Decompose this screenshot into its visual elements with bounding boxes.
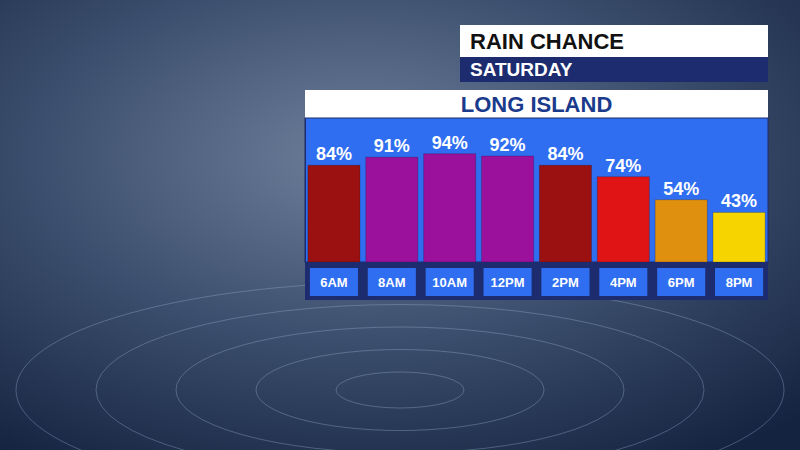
data-label: 84% — [316, 144, 352, 164]
radar-decoration — [16, 282, 784, 450]
data-labels: 84% 91% 94% 92% 84% 74% 54% 43% — [316, 133, 757, 212]
category-box — [368, 268, 416, 296]
x-tick-label: 2PM — [552, 275, 579, 290]
x-tick: 6AM — [320, 262, 347, 290]
data-label: 91% — [374, 136, 410, 156]
data-label: 94% — [432, 133, 468, 153]
bar — [597, 177, 649, 262]
category-box — [426, 268, 474, 296]
subtitle: SATURDAY — [470, 59, 573, 80]
bars — [308, 154, 765, 262]
category-box — [599, 268, 647, 296]
x-tick-label: 10AM — [432, 275, 467, 290]
bar — [655, 200, 707, 262]
bar — [713, 212, 765, 262]
category-box — [541, 268, 589, 296]
bar — [482, 156, 534, 262]
x-tick: 8PM — [726, 262, 753, 290]
y-axis-line — [305, 119, 306, 263]
panel-header — [305, 90, 768, 118]
radar-ring — [96, 305, 704, 450]
x-tick: 10AM — [432, 262, 467, 290]
x-tick-label: 6AM — [320, 275, 347, 290]
x-tick-label: 8PM — [726, 275, 753, 290]
plot-area — [305, 118, 768, 262]
data-label: 54% — [663, 179, 699, 199]
subtitle-box — [460, 57, 768, 82]
x-tick: 12PM — [491, 262, 525, 290]
category-box — [310, 268, 358, 296]
x-tick-label: 6PM — [668, 275, 695, 290]
background — [0, 0, 800, 450]
category-box — [657, 268, 705, 296]
category-box — [484, 268, 532, 296]
x-tick: 6PM — [668, 262, 695, 290]
radar-ring — [176, 327, 624, 450]
bar — [366, 157, 418, 262]
x-tick: 8AM — [378, 262, 405, 290]
bar — [424, 154, 476, 262]
category-band — [305, 262, 768, 300]
chart: RAIN CHANCE SATURDAY LONG ISLAND 84% 91% 94% 9… — [0, 0, 800, 450]
title: RAIN CHANCE — [470, 29, 624, 54]
data-label: 74% — [605, 156, 641, 176]
x-tick-label: 4PM — [610, 275, 637, 290]
x-axis: 6AM 8AM 10AM 12PM 2PM 4PM 6PM 8PM — [306, 262, 769, 290]
bar — [539, 165, 591, 262]
radar-ring — [16, 282, 784, 450]
title-box — [460, 25, 768, 57]
category-box — [715, 268, 763, 296]
data-label: 92% — [490, 135, 526, 155]
x-tick-label: 12PM — [491, 275, 525, 290]
x-axis-line — [306, 262, 769, 263]
y-axis — [305, 119, 306, 263]
x-tick-label: 8AM — [378, 275, 405, 290]
x-tick: 4PM — [610, 262, 637, 290]
x-tick: 2PM — [552, 262, 579, 290]
category-boxes — [310, 268, 763, 296]
data-label: 84% — [547, 144, 583, 164]
radar-ring — [336, 372, 464, 408]
bar — [308, 165, 360, 262]
radar-ring — [256, 350, 544, 431]
panel-title: LONG ISLAND — [461, 92, 613, 117]
data-label: 43% — [721, 191, 757, 211]
